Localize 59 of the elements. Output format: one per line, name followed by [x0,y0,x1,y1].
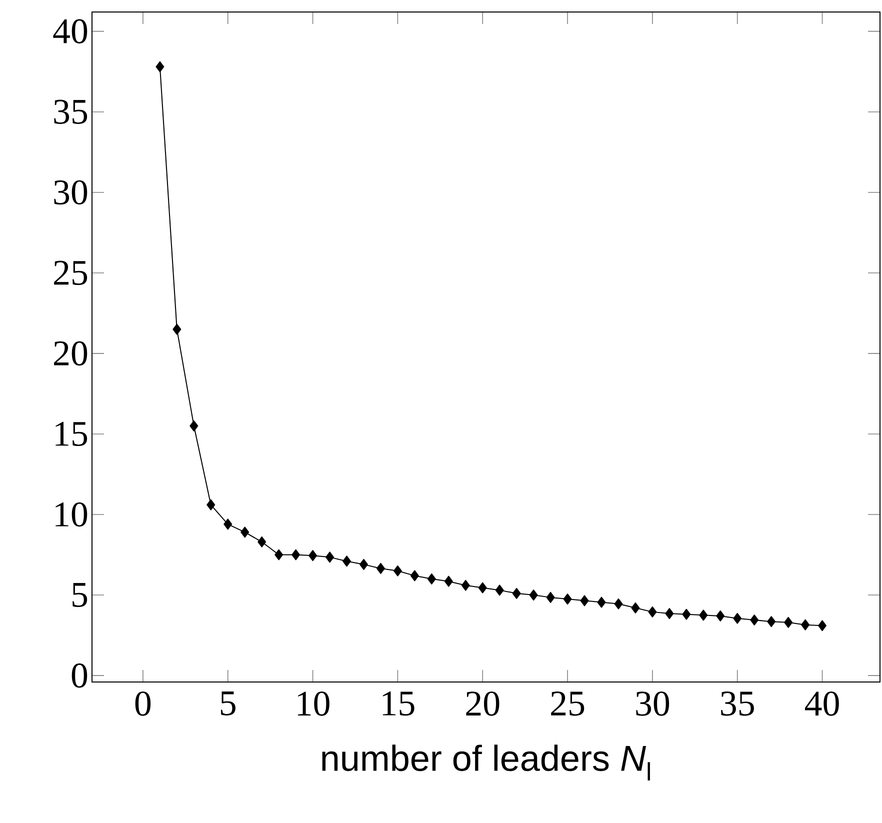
y-tick-label: 25 [54,260,88,286]
point [190,420,198,432]
point [631,602,640,614]
y-tick-label: 35 [54,100,88,124]
point [716,610,725,622]
point [665,608,674,620]
y-tick-label: 10 [56,502,88,527]
x-tick-label: 35 [721,692,754,716]
x-tick-label: 10 [298,692,330,716]
point [393,565,402,576]
y-tick-label: 15 [56,422,88,446]
point [495,584,504,596]
point [767,616,776,628]
point [240,526,250,538]
x-tick-label: 20 [466,692,500,716]
point [478,582,487,594]
point [699,610,708,621]
point [818,620,827,632]
point [750,614,759,626]
y-tick-label: 40 [53,19,88,44]
point [274,549,284,560]
y-tick-label: 5 [72,583,88,607]
point [682,608,691,620]
point [597,596,606,608]
point [563,594,572,605]
x-tick-label: 30 [636,692,670,716]
x-tick-label: 0 [135,692,151,716]
point [342,556,351,567]
point [614,598,623,610]
point [784,616,793,628]
point [308,550,318,562]
point [376,562,385,574]
point [512,588,521,599]
point [359,558,368,570]
point [546,592,555,603]
point [801,619,810,630]
point [529,590,538,601]
x-tick-label: 15 [382,692,414,716]
point [326,552,334,563]
point [733,612,742,624]
point [292,549,300,560]
point [410,570,419,582]
point [224,518,232,530]
x-tick-label: 5 [220,692,236,716]
point [258,536,266,548]
y-tick-label: 20 [54,341,88,366]
x-tick-label: 40 [804,692,839,716]
point [580,595,589,606]
point [156,61,164,72]
point [427,573,436,584]
x-tick-label: 25 [551,692,584,716]
point [648,606,657,618]
y-tick-label: 0 [72,663,88,688]
x-axis-title: number of leaders N$_{l}$ [322,744,650,780]
point [461,580,470,591]
point [172,324,182,335]
point [206,499,216,510]
point [444,576,453,587]
y-tick-label: 30 [54,180,88,205]
